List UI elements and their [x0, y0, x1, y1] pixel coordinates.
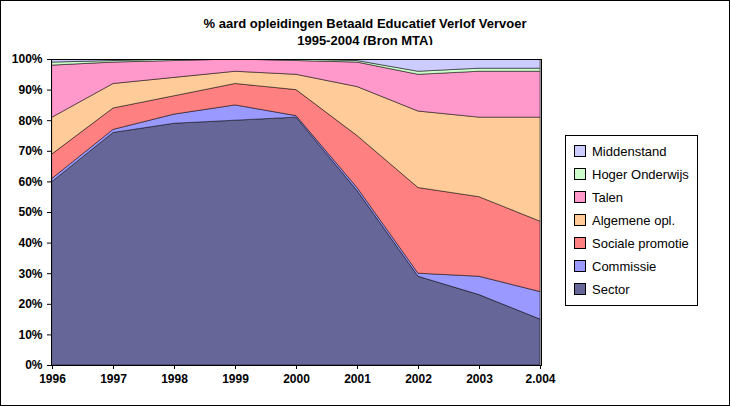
html-text:Middenstand: Middenstand — [592, 143, 667, 159]
svg-text:50%: 50% — [18, 205, 42, 219]
svg-text:1998: 1998 — [161, 372, 188, 386]
svg-text:1997: 1997 — [100, 372, 127, 386]
html-text:Talen: Talen — [592, 189, 624, 205]
svg-text:2003: 2003 — [466, 372, 493, 386]
html-text:% aard opleidingen Betaald Edu: % aard opleidingen Betaald Educatief Ver… — [203, 16, 527, 31]
html-text:Algemene opl.: Algemene opl. — [592, 212, 676, 228]
svg-text:2.004: 2.004 — [525, 372, 555, 386]
html-text:Commissie: Commissie — [592, 258, 657, 274]
svg-text:2000: 2000 — [283, 372, 310, 386]
svg-text:100%: 100% — [12, 52, 43, 66]
html-text:Sector: Sector — [592, 281, 630, 297]
svg-text:90%: 90% — [18, 83, 42, 97]
html-text:1995-2004 (Bron MTA): 1995-2004 (Bron MTA) — [297, 33, 433, 48]
svg-text:40%: 40% — [18, 236, 42, 250]
svg-text:80%: 80% — [18, 114, 42, 128]
svg-text:30%: 30% — [18, 267, 42, 281]
svg-text:1996: 1996 — [39, 372, 66, 386]
html-text:Sociale promotie: Sociale promotie — [592, 235, 689, 251]
svg-text:2002: 2002 — [405, 372, 432, 386]
svg-text:2001: 2001 — [344, 372, 371, 386]
svg-text:10%: 10% — [18, 328, 42, 342]
svg-text:20%: 20% — [18, 297, 42, 311]
svg-text:0%: 0% — [25, 358, 43, 372]
svg-text:1999: 1999 — [222, 372, 249, 386]
svg-text:70%: 70% — [18, 144, 42, 158]
html-text:Hoger Onderwijs: Hoger Onderwijs — [592, 166, 689, 182]
svg-text:60%: 60% — [18, 175, 42, 189]
